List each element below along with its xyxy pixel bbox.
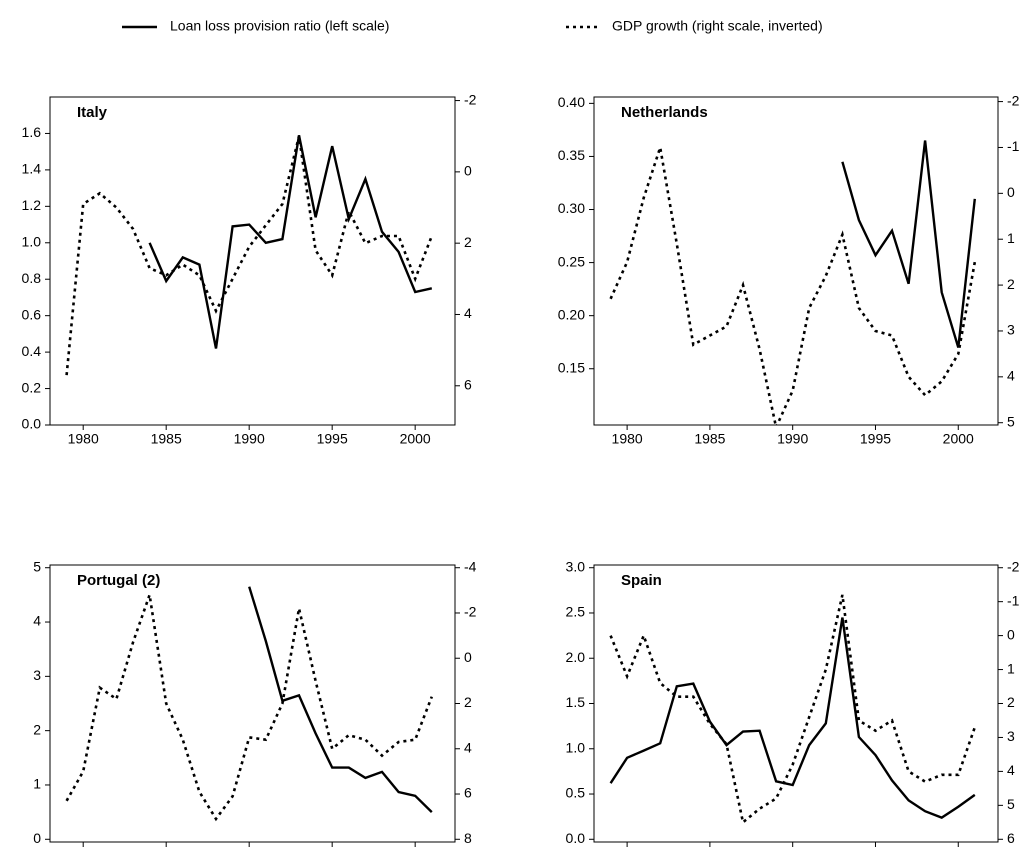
y2-tick-label: -2	[1007, 92, 1020, 108]
y2-tick-label: 4	[1007, 762, 1015, 778]
x-tick-label: 1995	[860, 431, 891, 447]
y2-tick-label: 0	[1007, 184, 1015, 200]
x-tick-label: 2000	[943, 431, 974, 447]
gdp-line	[609, 594, 977, 825]
x-tick-label: 1990	[777, 431, 808, 447]
y2-tick-label: -2	[464, 604, 477, 620]
y-tick-label: 1.4	[22, 161, 42, 177]
panel-title: Netherlands	[621, 104, 708, 121]
legend-label: GDP growth (right scale, inverted)	[612, 18, 823, 34]
x-tick-label: 1985	[694, 431, 725, 447]
panel-title: Italy	[77, 104, 108, 121]
y-tick-label: 2.5	[566, 604, 586, 620]
y-tick-label: 0.25	[558, 253, 585, 269]
y-tick-label: 1.0	[22, 233, 42, 249]
y2-tick-label: 8	[464, 830, 472, 846]
gdp-line	[609, 147, 977, 425]
y2-tick-label: 1	[1007, 660, 1015, 676]
x-tick-label: 1980	[68, 431, 99, 447]
y2-tick-label: 0	[464, 163, 472, 179]
y-tick-label: 0.30	[558, 200, 585, 216]
y2-tick-label: 4	[464, 305, 472, 321]
y-tick-label: 3	[33, 667, 41, 683]
panel: 19801985199019952000012345-4-202468Portu…	[33, 558, 477, 855]
y2-tick-label: 2	[1007, 276, 1015, 292]
y-tick-label: 0.40	[558, 94, 585, 110]
x-tick-label: 1995	[317, 431, 348, 447]
y-tick-label: 0.5	[566, 785, 586, 801]
plot-frame	[593, 564, 999, 843]
y-tick-label: 0.35	[558, 147, 585, 163]
y-tick-label: 1.6	[22, 124, 42, 140]
gdp-line	[65, 135, 434, 376]
y-tick-label: 0.6	[22, 306, 42, 322]
y-tick-label: 5	[33, 558, 41, 574]
y2-tick-label: 1	[1007, 230, 1015, 246]
y2-tick-label: 2	[1007, 694, 1015, 710]
y2-tick-label: 3	[1007, 728, 1015, 744]
y2-tick-label: -2	[464, 91, 477, 107]
y2-tick-label: 3	[1007, 322, 1015, 338]
y-tick-label: 0.0	[566, 830, 586, 846]
y2-tick-label: 6	[464, 785, 472, 801]
x-tick-label: 1985	[151, 431, 182, 447]
y-tick-label: 0.0	[22, 416, 42, 432]
x-tick-label: 2000	[400, 431, 431, 447]
y-tick-label: 0.8	[22, 270, 42, 286]
ratio-line	[841, 140, 976, 348]
y-tick-label: 3.0	[566, 558, 586, 574]
y2-tick-label: -1	[1007, 138, 1020, 154]
y-tick-label: 2	[33, 721, 41, 737]
legend-label: Loan loss provision ratio (left scale)	[170, 18, 389, 34]
y-tick-label: 1.5	[566, 694, 586, 710]
y-tick-label: 1.0	[566, 739, 586, 755]
ratio-line	[148, 135, 433, 349]
y2-tick-label: 6	[1007, 830, 1015, 846]
ratio-line	[248, 586, 433, 813]
x-tick-label: 1990	[234, 431, 265, 447]
y2-tick-label: 5	[1007, 796, 1015, 812]
y2-tick-label: 2	[464, 694, 472, 710]
panel: 1980 1985 1990 1995 2000 0.0 0.2 0.4 0.6 0.8 1.0 1.…	[22, 91, 477, 446]
plot-frame	[593, 96, 999, 426]
y-tick-label: 0.4	[22, 343, 42, 359]
x-tick-label: 1980	[612, 431, 643, 447]
y2-tick-label: -2	[1007, 558, 1020, 574]
panel: 198019851990199520000.00.51.01.52.02.53.…	[566, 558, 1020, 855]
y2-tick-label: 6	[464, 376, 472, 392]
panel: 1980 1985 1990 1995 2000 0.15 0.20 0.25 0.30 0.35…	[558, 92, 1020, 446]
y2-tick-label: 5	[1007, 413, 1015, 429]
ratio-line	[609, 617, 976, 819]
y2-tick-label: 2	[464, 234, 472, 250]
y2-tick-label: -1	[1007, 592, 1020, 608]
plot-frame	[49, 96, 456, 426]
y-tick-label: 4	[33, 613, 41, 629]
y-tick-label: 1	[33, 776, 41, 792]
y-tick-label: 0.2	[22, 379, 42, 395]
y2-tick-label: 0	[464, 649, 472, 665]
panel-title: Spain	[621, 572, 662, 589]
y-tick-label: 0.15	[558, 359, 585, 375]
y2-tick-label: 4	[1007, 368, 1015, 384]
panel-title: Portugal (2)	[77, 572, 160, 589]
gdp-line	[65, 594, 434, 822]
y-tick-label: 2.0	[566, 649, 586, 665]
y-tick-label: 1.2	[22, 197, 42, 213]
y2-tick-label: 0	[1007, 626, 1015, 642]
y2-tick-label: -4	[464, 558, 477, 574]
y2-tick-label: 4	[464, 739, 472, 755]
plot-frame	[49, 564, 456, 843]
y-tick-label: 0.20	[558, 306, 585, 322]
y-tick-label: 0	[33, 830, 41, 846]
